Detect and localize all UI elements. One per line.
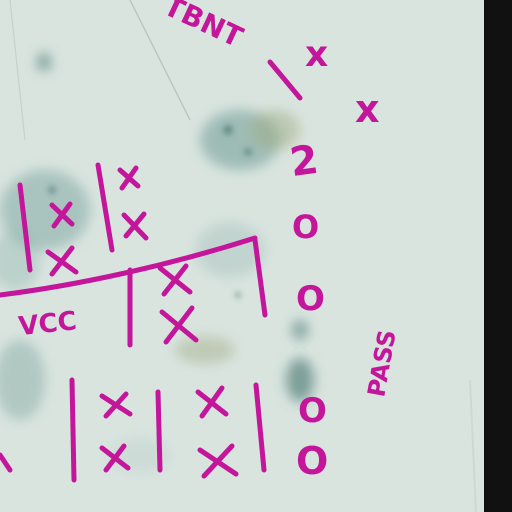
zero-mark: O: [298, 391, 327, 431]
paper-sheet: TBNT x x 2 VCC O O O O PASS: [0, 0, 490, 512]
pencil-line: [9, 0, 26, 141]
background-edge: [484, 0, 512, 512]
tally-cross: [117, 165, 141, 191]
pass-count: 2: [287, 137, 321, 186]
tally-cross: [157, 263, 193, 297]
tally-cross: [99, 391, 133, 419]
grid-line: [252, 237, 268, 318]
tally-cross: [195, 385, 229, 419]
row-label: VCC: [17, 306, 78, 342]
pencil-line: [129, 0, 191, 121]
tally-cross: [197, 443, 239, 479]
zero-mark: O: [296, 439, 328, 483]
grid-line: [155, 389, 163, 473]
grid-line: [0, 452, 13, 473]
zero-mark: O: [296, 279, 325, 319]
tally-cross: [49, 201, 75, 229]
ink-writing: [0, 59, 303, 483]
tally-cross: [99, 443, 131, 473]
grid-line: [95, 162, 115, 253]
header-mark: x: [305, 34, 328, 75]
tally-cross: [121, 211, 149, 241]
grid-line: [253, 382, 267, 473]
grid-line: [17, 182, 33, 273]
header-mark: x: [355, 87, 380, 131]
grid-line: [0, 235, 258, 298]
paper-crease: [469, 379, 477, 512]
tally-cross: [45, 245, 79, 277]
stain-speckles: [48, 125, 252, 298]
header-slash: [267, 59, 303, 101]
zero-mark: O: [292, 208, 319, 246]
grid-line: [69, 377, 77, 483]
tally-cross: [159, 305, 199, 345]
